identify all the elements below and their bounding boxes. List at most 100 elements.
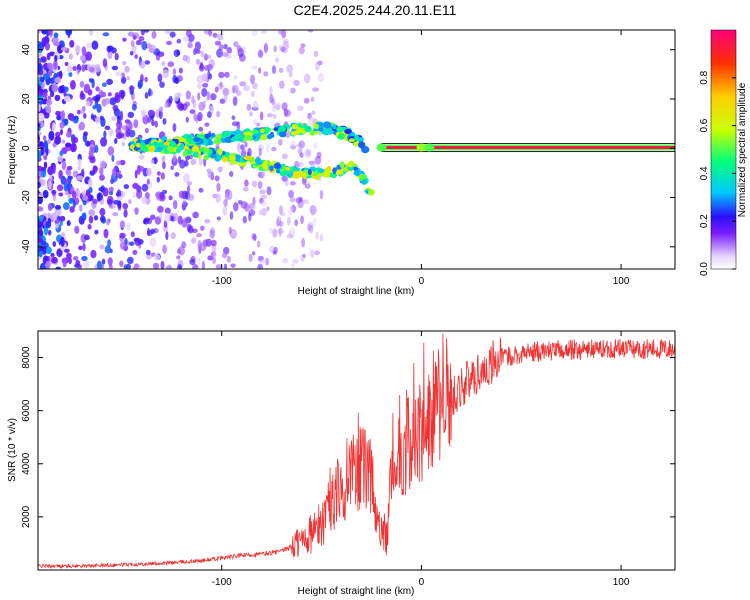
noise-speckle [88, 187, 93, 194]
noise-speckle [288, 190, 294, 199]
carrier-blob [424, 143, 435, 152]
carrier-line [381, 146, 675, 150]
noise-speckle [277, 228, 284, 235]
noise-speckle [231, 115, 236, 121]
colorbar-tick-label: 0.4 [699, 166, 710, 180]
noise-speckle [66, 220, 71, 227]
noise-speckle [300, 254, 305, 262]
noise-speckle [88, 215, 94, 224]
noise-speckle [38, 149, 42, 160]
noise-speckle [189, 154, 194, 160]
noise-speckle [252, 82, 258, 90]
y-tick-label: 20 [21, 93, 32, 105]
noise-speckle [65, 142, 72, 148]
noise-speckle [229, 211, 234, 220]
noise-speckle [57, 155, 64, 162]
noise-speckle [294, 219, 299, 227]
noise-speckle [102, 32, 110, 37]
noise-speckle [219, 98, 226, 104]
doppler-mark [260, 128, 265, 134]
noise-speckle [84, 234, 90, 241]
doppler-mark [278, 131, 287, 138]
noise-speckle [66, 165, 73, 171]
y-tick-label: 8000 [21, 346, 32, 369]
noise-speckle [123, 209, 128, 218]
noise-speckle [141, 183, 149, 192]
spectrogram-marks [38, 30, 675, 269]
y-tick-label: 2000 [21, 505, 32, 528]
x-tick-label: 0 [419, 276, 425, 287]
noise-speckle [263, 43, 268, 54]
noise-speckle [172, 123, 177, 132]
doppler-mark [158, 141, 164, 147]
noise-speckle [51, 122, 56, 133]
noise-speckle [216, 182, 221, 192]
doppler-mark [304, 125, 312, 133]
noise-speckle [182, 54, 188, 62]
noise-speckle [276, 101, 281, 110]
noise-speckle [60, 46, 68, 52]
noise-speckle [192, 211, 199, 219]
doppler-mark [238, 137, 244, 142]
noise-speckle [63, 182, 69, 192]
x-tick-label: -100 [212, 577, 232, 588]
noise-speckle [109, 97, 117, 106]
noise-speckle [223, 43, 228, 50]
doppler-mark [358, 141, 366, 149]
noise-speckle [224, 71, 230, 78]
doppler-mark [192, 151, 199, 158]
noise-speckle [207, 255, 214, 261]
noise-speckle [54, 94, 61, 102]
noise-speckle [290, 181, 296, 186]
noise-speckle [87, 224, 92, 230]
noise-speckle [121, 72, 125, 79]
noise-speckle [266, 143, 270, 153]
noise-speckle [81, 46, 87, 56]
noise-speckle [118, 132, 125, 139]
doppler-mark [338, 132, 345, 140]
noise-speckle [281, 102, 288, 111]
noise-speckle [316, 151, 322, 159]
doppler-mark [335, 170, 344, 176]
noise-speckle [314, 250, 320, 256]
doppler-mark [231, 130, 240, 135]
doppler-mark [179, 143, 184, 151]
noise-speckle [170, 165, 174, 170]
noise-speckle [312, 217, 317, 225]
colorbar-tick-label: 0.6 [699, 118, 710, 132]
noise-speckle [90, 146, 96, 151]
noise-speckle [197, 257, 201, 265]
noise-speckle [104, 98, 111, 105]
noise-speckle [258, 67, 262, 74]
noise-speckle [88, 209, 96, 217]
noise-speckle [128, 121, 133, 131]
doppler-mark [275, 168, 281, 174]
noise-speckle [187, 185, 191, 193]
noise-speckle [43, 112, 50, 119]
noise-speckle [40, 121, 45, 128]
noise-speckle [132, 249, 138, 255]
noise-speckle [79, 80, 85, 88]
noise-speckle [56, 248, 63, 258]
noise-speckle [313, 50, 319, 58]
noise-speckle [116, 160, 122, 166]
doppler-mark [136, 142, 141, 148]
doppler-mark [260, 134, 268, 141]
noise-speckle [41, 167, 45, 172]
noise-speckle [269, 86, 273, 95]
noise-speckle [140, 30, 145, 36]
noise-speckle [141, 196, 148, 204]
doppler-mark [263, 127, 271, 133]
noise-speckle [90, 249, 97, 259]
noise-speckle [136, 189, 143, 199]
noise-speckle [193, 48, 197, 55]
noise-speckle [127, 111, 135, 119]
noise-speckle [112, 104, 119, 112]
noise-speckle [204, 219, 211, 224]
noise-speckle [144, 76, 148, 83]
figure-title: C2E4.2025.244.20.11.E11 [294, 2, 457, 18]
doppler-mark [166, 146, 175, 152]
noise-speckle [289, 197, 296, 203]
noise-speckle [200, 50, 204, 58]
noise-speckle [75, 259, 81, 267]
